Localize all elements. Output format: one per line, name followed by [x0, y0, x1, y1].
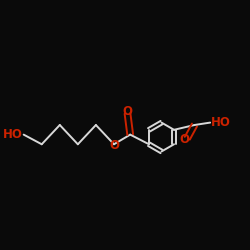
Text: HO: HO [211, 116, 231, 129]
Text: HO: HO [2, 128, 22, 141]
Text: O: O [180, 133, 190, 146]
Text: O: O [109, 139, 119, 152]
Text: O: O [122, 105, 132, 118]
